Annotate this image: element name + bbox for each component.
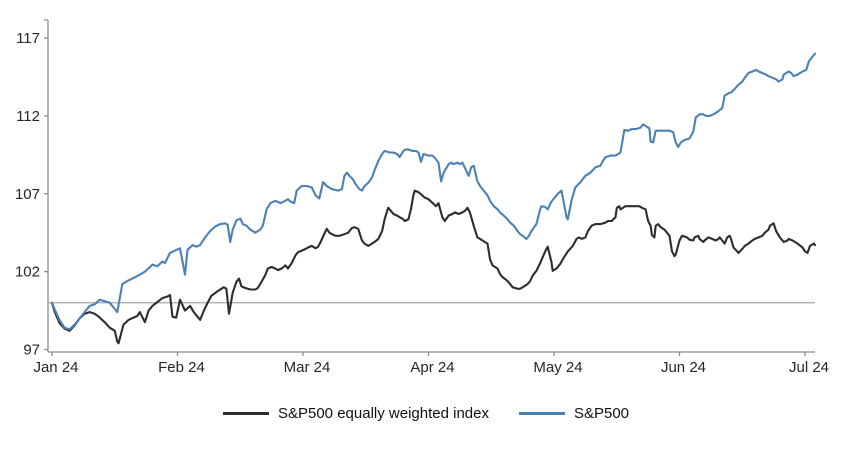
y-tick-label: 112 [16,108,40,125]
legend-label-sp500: S&P500 [573,405,630,422]
legend-label-equal-weight: S&P500 equally weighted index [277,405,489,422]
x-tick-label: Jun 24 [661,359,706,376]
line-chart: 97 102 107 112 117 Jan 24 Feb 24 Mar 24 Apr 24 Ma… [15,19,829,376]
y-tick-label: 107 [15,186,40,203]
x-tick-label: May 24 [533,359,582,376]
x-tick-label: Apr 24 [410,359,454,376]
y-tick-label: 102 [15,264,40,281]
y-tick-label: 97 [23,342,40,359]
equal-weight-series-line [50,189,817,345]
legend-item-sp500: S&P500 [518,405,630,422]
sp500-series-line [50,52,817,331]
y-tick-label: 117 [16,30,40,47]
chart-legend: S&P500 equally weighted index S&P500 [0,405,852,422]
equal-weight-line-swatch [222,412,269,415]
sp500-line-swatch [518,412,565,415]
x-tick-label: Jul 24 [789,359,829,376]
x-tick-label: Jan 24 [33,359,78,376]
x-tick-label: Mar 24 [284,359,331,376]
legend-item-equal-weight: S&P500 equally weighted index [222,405,489,422]
x-tick-label: Feb 24 [158,359,205,376]
